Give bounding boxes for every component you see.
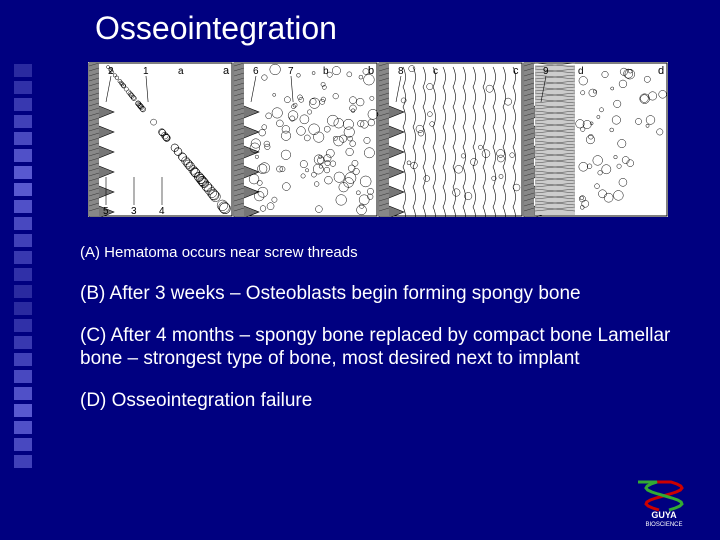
item-b-text: (B) After 3 weeks – Osteoblasts begin fo… [80,283,581,304]
svg-text:8: 8 [398,66,404,77]
svg-text:c: c [513,65,519,77]
slide-title: Osseointegration [95,10,337,47]
svg-text:7: 7 [288,66,294,77]
item-d: (D) Osseointegration failure [80,389,680,413]
sidebar-block [14,404,32,417]
svg-text:BIOSCIENCE: BIOSCIENCE [645,522,682,528]
svg-text:b: b [368,65,374,77]
svg-text:b: b [323,66,329,77]
sidebar-block [14,81,32,94]
sidebar-block [14,132,32,145]
sidebar-block [14,217,32,230]
svg-text:a: a [223,65,230,77]
svg-text:d: d [578,66,584,77]
item-d-text: (D) Osseointegration failure [80,390,312,411]
item-c-text: (C) After 4 months – spongy bone replace… [80,325,670,370]
sidebar-block [14,115,32,128]
svg-text:5: 5 [103,206,109,217]
sidebar-block [14,98,32,111]
sidebar-block [14,370,32,383]
svg-text:a: a [178,66,184,77]
item-b: (B) After 3 weeks – Osteoblasts begin fo… [80,282,680,306]
sidebar-block [14,302,32,315]
svg-text:3: 3 [131,206,137,217]
osseointegration-figure: 2 1 a 5 3 4 a 6 7 b b 8 c c 9 d d [88,62,668,217]
sidebar-block [14,455,32,468]
svg-text:1: 1 [143,66,149,77]
sidebar-block [14,166,32,179]
item-a-text: (A) Hematoma occurs near screw threads [80,244,358,261]
sidebar-block [14,353,32,366]
sidebar-block [14,251,32,264]
sidebar-block [14,387,32,400]
sidebar-block [14,183,32,196]
logo: GUYA BIOSCIENCE [628,480,700,528]
sidebar-decoration [0,60,48,500]
svg-text:9: 9 [543,66,549,77]
sidebar-block [14,64,32,77]
sidebar-block [14,149,32,162]
svg-text:d: d [658,65,664,77]
sidebar-block [14,234,32,247]
svg-text:2: 2 [108,66,114,77]
sidebar-block [14,268,32,281]
sidebar-block [14,200,32,213]
content-area: (A) Hematoma occurs near screw threads (… [80,240,680,431]
svg-text:GUYA: GUYA [651,510,677,520]
sidebar-block [14,319,32,332]
sidebar-block [14,421,32,434]
sidebar-block [14,438,32,451]
item-c: (C) After 4 months – spongy bone replace… [80,324,680,372]
svg-text:c: c [433,66,438,77]
item-a: (A) Hematoma occurs near screw threads [80,240,680,264]
sidebar-block [14,285,32,298]
sidebar-block [14,336,32,349]
svg-text:4: 4 [159,206,165,217]
svg-text:6: 6 [253,66,259,77]
